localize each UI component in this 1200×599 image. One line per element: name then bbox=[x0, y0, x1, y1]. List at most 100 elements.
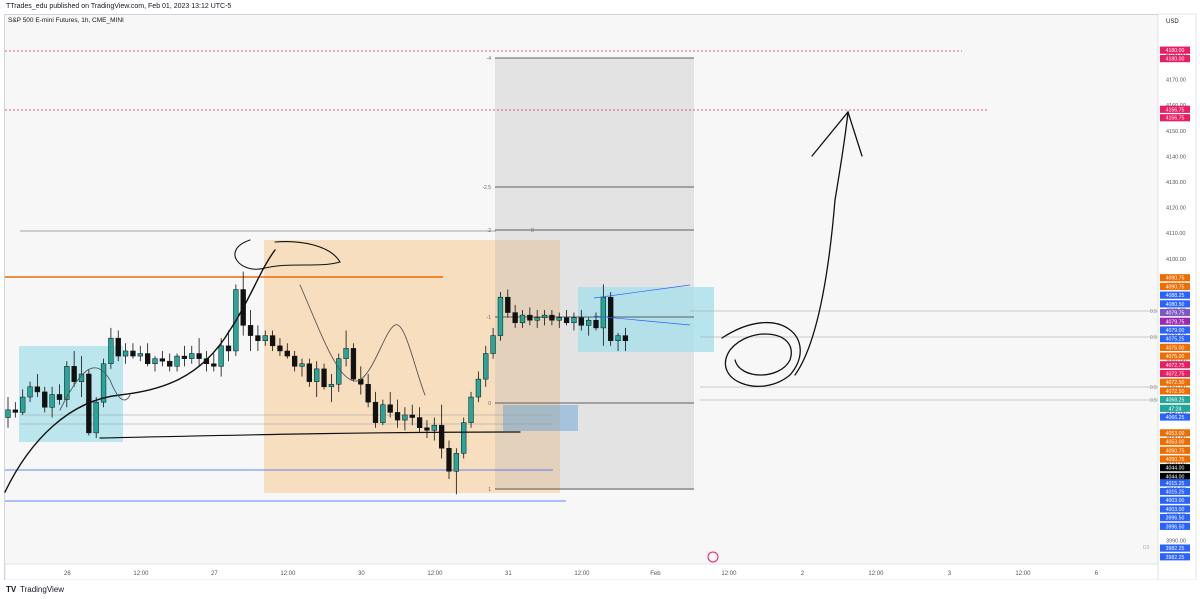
level-side-label: 0.5 bbox=[1150, 309, 1157, 315]
price-label-badge bbox=[1160, 404, 1190, 412]
hand-drawn-scribble bbox=[721, 321, 801, 387]
candle-body bbox=[262, 335, 268, 341]
price-label-text: 47:24 bbox=[1169, 406, 1182, 412]
price-tick-label: 4170.00 bbox=[1166, 78, 1186, 84]
time-tick-label: Feb bbox=[650, 571, 661, 577]
price-label-badge bbox=[1160, 553, 1190, 561]
price-label-badge bbox=[1160, 291, 1190, 299]
candle-body bbox=[56, 394, 63, 400]
candle-body bbox=[519, 314, 526, 324]
price-label-badge bbox=[1160, 46, 1190, 54]
price-label-badge bbox=[1160, 413, 1190, 421]
time-tick-label: 12:00 bbox=[868, 571, 884, 577]
zone-box-orange bbox=[264, 240, 560, 493]
price-label-text: 4072.75 bbox=[1166, 371, 1185, 377]
candle-body bbox=[328, 383, 335, 388]
candle-body bbox=[622, 335, 629, 341]
price-label-badge bbox=[1160, 361, 1190, 369]
price-label-text: 3982.25 bbox=[1166, 555, 1185, 561]
symbol-title: S&P 500 E-mini Futures, 1h, CME_MINI bbox=[8, 17, 124, 24]
candle-body bbox=[269, 335, 276, 347]
candle-body bbox=[299, 363, 305, 367]
candle-body bbox=[534, 317, 540, 321]
time-tick-label: 2 bbox=[801, 571, 805, 577]
candle-body bbox=[563, 317, 570, 324]
price-label-text: 4156.75 bbox=[1166, 107, 1185, 113]
level-side-label: 0.5 bbox=[1150, 335, 1157, 341]
price-label-text: 4068.25 bbox=[1166, 398, 1185, 404]
price-label-text: 4015.25 bbox=[1166, 481, 1185, 487]
price-label-text: 4003.00 bbox=[1166, 507, 1185, 513]
price-label-text: 3996.50 bbox=[1166, 524, 1185, 530]
price-tick-label: 3990.00 bbox=[1166, 538, 1186, 544]
candle-body bbox=[350, 348, 357, 380]
candle-body bbox=[336, 358, 342, 385]
price-label-text: 4003.00 bbox=[1166, 498, 1185, 504]
candle-body bbox=[600, 296, 607, 329]
candle-body bbox=[439, 424, 445, 449]
price-label-text: 4072.75 bbox=[1166, 363, 1185, 369]
candle-body bbox=[181, 355, 188, 359]
time-tick-label: 26 bbox=[64, 571, 71, 577]
price-label-badge bbox=[1160, 274, 1190, 282]
candle-body bbox=[446, 447, 452, 472]
candle-body bbox=[211, 363, 217, 367]
hand-drawn-wave-left bbox=[59, 367, 131, 411]
candle-body bbox=[100, 363, 107, 403]
candle-body bbox=[343, 348, 349, 359]
candle-body bbox=[402, 414, 408, 421]
price-label-badge bbox=[1160, 326, 1190, 334]
price-label-badge bbox=[1160, 387, 1190, 395]
time-tick-label: 12:00 bbox=[133, 571, 149, 577]
price-label-badge bbox=[1160, 464, 1190, 472]
price-label-badge bbox=[1160, 429, 1190, 437]
candle-body bbox=[159, 358, 165, 362]
tradingview-logo-icon[interactable]: TV bbox=[6, 585, 17, 594]
candle-body bbox=[416, 417, 423, 429]
price-label-text: 4053.00 bbox=[1166, 440, 1185, 446]
price-label-badge bbox=[1160, 105, 1190, 113]
price-label-text: 4044.00 bbox=[1166, 474, 1185, 480]
candle-body bbox=[20, 396, 26, 413]
candle-body bbox=[12, 409, 18, 413]
price-label-text: 4079.00 bbox=[1166, 328, 1185, 334]
time-tick-label: 12:00 bbox=[1015, 571, 1031, 577]
hand-drawn-wave-mid bbox=[299, 284, 426, 396]
price-label-badge bbox=[1160, 496, 1190, 504]
price-label-text: 3996.50 bbox=[1166, 516, 1185, 522]
level-side-label: 0.5 bbox=[1150, 385, 1157, 391]
candle-body bbox=[593, 319, 599, 329]
price-tick-label: 4150.00 bbox=[1166, 129, 1186, 135]
candle-body bbox=[409, 414, 415, 418]
hand-drawn-trend-curve bbox=[4, 249, 276, 493]
candle-body bbox=[424, 427, 430, 431]
price-label-text: 3982.25 bbox=[1166, 546, 1185, 552]
price-tick-label: 4110.00 bbox=[1166, 231, 1185, 237]
price-label-badge bbox=[1160, 317, 1190, 325]
price-label-text: 4075.00 bbox=[1166, 345, 1185, 351]
price-tick-label: 4040.00 bbox=[1166, 410, 1186, 416]
candle-body bbox=[71, 366, 77, 382]
candle-body bbox=[549, 314, 555, 321]
price-label-text: 4090.75 bbox=[1166, 276, 1185, 282]
candle-body bbox=[541, 314, 548, 318]
fib-level-label: 0 bbox=[488, 401, 491, 407]
zone-box-blue bbox=[503, 405, 578, 431]
candle-body bbox=[27, 386, 33, 398]
time-tick-label: 27 bbox=[211, 571, 218, 577]
price-tick-label: 4130.00 bbox=[1166, 180, 1186, 186]
fib-level-label: -2.5 bbox=[482, 185, 491, 191]
event-marker-icon[interactable] bbox=[707, 551, 719, 563]
candle-body bbox=[387, 404, 393, 413]
candle-body bbox=[145, 353, 151, 365]
price-label-badge bbox=[1160, 282, 1190, 291]
candle-body bbox=[365, 383, 371, 403]
candle-body bbox=[306, 363, 313, 382]
hand-drawn-base-line bbox=[99, 431, 521, 439]
price-label-text: 4066.25 bbox=[1166, 415, 1185, 421]
candle-body bbox=[5, 409, 11, 418]
price-label-badge bbox=[1160, 396, 1190, 404]
price-label-badge bbox=[1160, 479, 1190, 487]
zone-box-cyan-left bbox=[19, 346, 123, 442]
